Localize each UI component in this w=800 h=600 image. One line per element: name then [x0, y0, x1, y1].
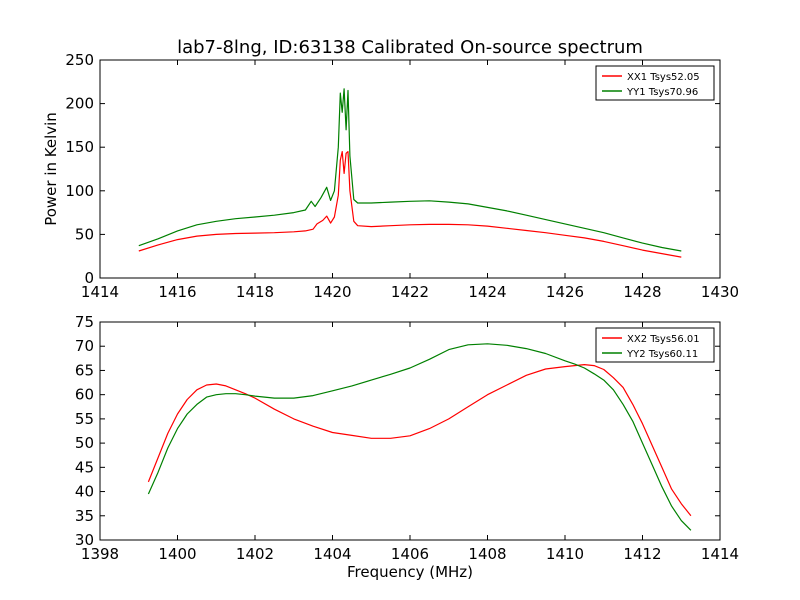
- x-axis-label-1: Frequency (MHz): [347, 563, 473, 581]
- x-tick-label-1-3: 1404: [313, 545, 351, 563]
- series-line-0-1: [138, 88, 682, 252]
- x-tick-label-0-4: 1422: [391, 283, 429, 301]
- x-tick-label-1-6: 1410: [546, 545, 584, 563]
- x-tick-label-0-2: 1418: [236, 283, 274, 301]
- y-tick-label-1-8: 70: [75, 337, 94, 355]
- legend-label-1-1: YY2 Tsys60.11: [626, 349, 698, 360]
- x-tick-label-0-3: 1420: [313, 283, 351, 301]
- y-axis-label-0: Power in Kelvin: [42, 112, 60, 226]
- x-tick-label-0-7: 1428: [623, 283, 661, 301]
- x-tick-label-0-1: 1416: [158, 283, 196, 301]
- x-tick-label-0-8: 1430: [701, 283, 739, 301]
- figure-title: lab7-8lng, ID:63138 Calibrated On-source…: [177, 37, 643, 58]
- y-tick-label-1-3: 45: [75, 458, 94, 476]
- y-tick-label-0-1: 50: [75, 225, 94, 243]
- x-tick-label-1-4: 1406: [391, 545, 429, 563]
- y-tick-label-1-1: 35: [75, 507, 94, 525]
- y-tick-label-0-0: 0: [84, 269, 94, 287]
- x-tick-label-1-0: 1398: [81, 545, 119, 563]
- y-tick-label-1-4: 50: [75, 434, 94, 452]
- y-tick-label-0-2: 100: [65, 182, 94, 200]
- top-axes: 1414 1416 1418 1420 1422 1424 1426 1428 1430 0 50 1…: [42, 51, 739, 301]
- legend-label-1-0: XX2 Tsys56.01: [627, 334, 700, 345]
- x-tick-label-1-5: 1408: [468, 545, 506, 563]
- y-tick-label-0-4: 200: [65, 95, 94, 113]
- y-tick-label-1-9: 75: [75, 313, 94, 331]
- series-line-0-0: [138, 151, 682, 258]
- legend-label-0-1: YY1 Tsys70.96: [626, 87, 698, 98]
- series-line-1-0: [147, 364, 692, 517]
- series-line-1-1: [147, 343, 692, 531]
- y-tick-label-1-6: 60: [75, 386, 94, 404]
- y-tick-label-0-5: 250: [65, 51, 94, 69]
- bottom-axes: 1398 1400 1402 1404 1406 1408 1410 1412 1414 30 35…: [75, 313, 739, 581]
- legend-box-0: [595, 65, 715, 101]
- y-tick-label-1-2: 40: [75, 483, 94, 501]
- x-tick-label-0-6: 1426: [546, 283, 584, 301]
- y-tick-label-1-0: 30: [75, 531, 94, 549]
- y-tick-label-1-7: 65: [75, 361, 94, 379]
- x-tick-label-0-0: 1414: [81, 283, 119, 301]
- x-tick-label-1-1: 1400: [158, 545, 196, 563]
- x-tick-label-0-5: 1424: [468, 283, 506, 301]
- y-tick-label-0-3: 150: [65, 138, 94, 156]
- legend-box-1: [595, 327, 715, 363]
- y-tick-label-1-5: 55: [75, 410, 94, 428]
- x-tick-label-1-2: 1402: [236, 545, 274, 563]
- legend-label-0-0: XX1 Tsys52.05: [627, 72, 700, 83]
- x-tick-label-1-8: 1414: [701, 545, 739, 563]
- x-tick-label-1-7: 1412: [623, 545, 661, 563]
